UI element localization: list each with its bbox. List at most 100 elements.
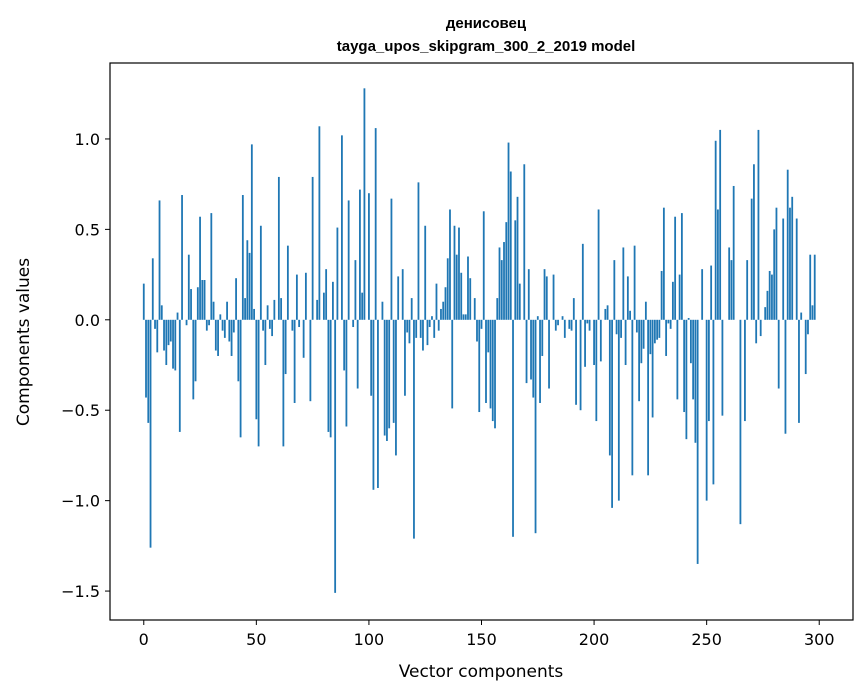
bar [417,182,420,320]
bar [631,319,634,476]
bar [352,319,355,328]
bar [151,258,154,320]
bar [482,211,485,320]
bar [381,301,384,320]
bar [719,129,722,320]
bar [721,319,724,416]
bar [356,319,359,389]
bar [413,319,415,539]
bar [154,319,156,329]
bar [689,319,692,364]
bar [440,308,442,320]
bar [606,305,609,320]
bar [377,319,379,488]
y-axis: −1.5 −1.0 −0.5 0.0 0.5 1.0 [61,130,110,601]
bar [368,193,370,320]
bar [626,276,629,320]
bar [777,319,780,389]
bar [624,319,627,366]
y-tick-label: 1.0 [75,130,100,149]
bar [584,319,586,367]
bar [581,243,584,320]
bar [701,269,704,320]
bar [683,319,686,413]
bar [419,319,422,338]
bar [145,319,147,398]
bar [476,319,478,342]
bar [548,319,550,389]
bar [755,319,758,344]
bar [708,319,710,422]
bar [332,281,334,320]
bar [239,319,242,438]
bar [370,319,373,396]
bar [395,319,397,456]
bar [235,278,237,320]
bar [230,319,233,356]
bar [782,218,785,320]
chart-title: денисовец [446,15,527,32]
bar [334,319,337,593]
bar [485,319,487,403]
bar [525,319,528,384]
x-tick-label: 300 [804,630,835,649]
bar [730,260,733,320]
bar [361,292,364,320]
bar [347,200,350,320]
bar [712,319,715,485]
bar [570,319,573,331]
bar [685,319,688,440]
bar [480,319,483,329]
bar [329,319,332,438]
bar [611,319,613,508]
bar [771,274,773,320]
bar [176,312,179,320]
y-tick-label: −0.5 [61,401,100,420]
bar [563,319,566,338]
bar [190,289,192,320]
bar [694,319,697,443]
bar [406,319,409,333]
bar [397,276,400,320]
bar [674,216,677,320]
bar [277,176,280,320]
x-tick-label: 100 [354,630,385,649]
bar [424,225,427,320]
bar [246,240,249,320]
bar [597,209,600,320]
bar [766,290,769,320]
x-tick-label: 200 [579,630,610,649]
bar [467,256,469,320]
bar [669,319,672,329]
y-tick-label: −1.5 [61,582,100,601]
bar [518,283,521,320]
bar [588,319,591,331]
bar [255,319,258,420]
bar [293,319,296,403]
bar [205,319,208,331]
y-tick-label: −1.0 [61,492,100,511]
bar [644,301,647,320]
bar [599,319,602,362]
bar [341,135,343,320]
bar [221,319,224,331]
bar [622,247,625,320]
bar [415,319,418,338]
bar [656,319,659,340]
bar [613,260,616,320]
bar [408,319,411,344]
bar [692,319,695,400]
bar [444,287,447,320]
bar [217,319,219,356]
bar [629,310,631,320]
bar [359,189,361,320]
bar [593,319,595,366]
bar [561,316,564,320]
bar [568,319,571,329]
bar [458,227,460,320]
bar [201,280,204,320]
bar [259,225,262,320]
bar [557,319,559,326]
bar [302,319,305,358]
bar [575,319,577,405]
